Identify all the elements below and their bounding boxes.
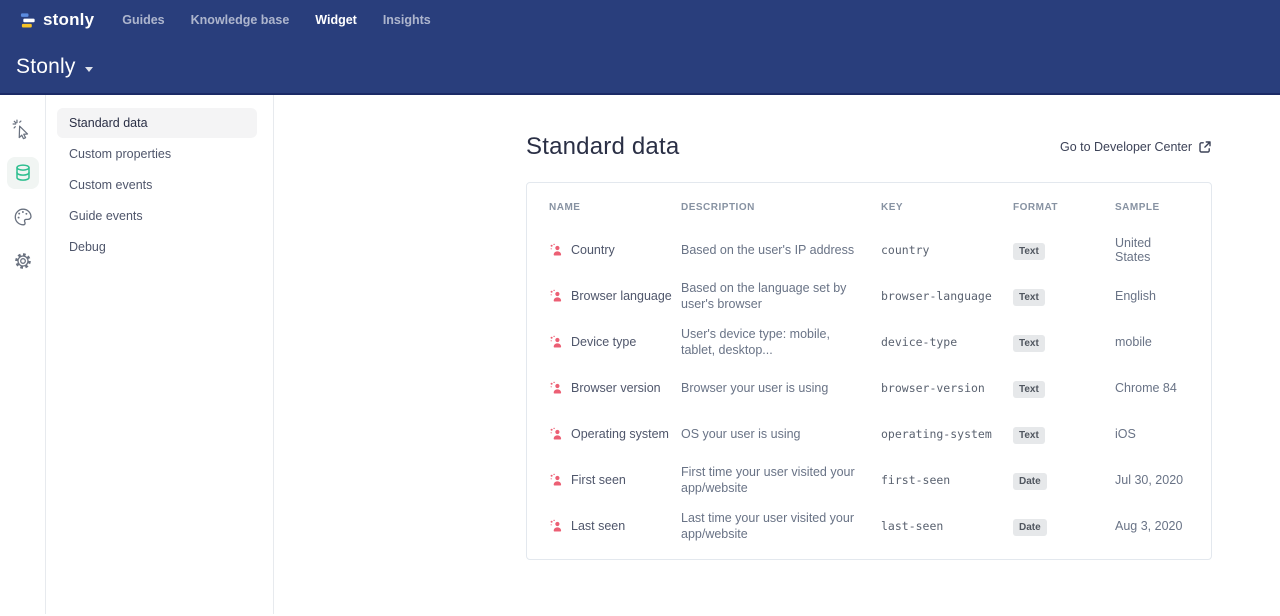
name-label: Last seen	[571, 519, 626, 533]
column-header-format: FORMAT	[1013, 201, 1059, 213]
sample-cell: Chrome 84	[1115, 381, 1177, 395]
description-cell: Browser your user is using	[681, 380, 829, 395]
name-cell: Last seen	[549, 519, 681, 533]
name-cell: Country	[549, 243, 681, 257]
table-row: First seen First time your user visited …	[527, 457, 1211, 503]
format-badge: Text	[1013, 426, 1045, 444]
sidebar-item-standard-data[interactable]: Standard data	[57, 108, 257, 138]
name-cell: First seen	[549, 473, 681, 487]
description-cell: OS your user is using	[681, 426, 801, 441]
table-header-row: NAME DESCRIPTION KEY FORMAT SAMPLE	[527, 187, 1211, 227]
format-badge: Date	[1013, 472, 1047, 490]
key-cell: last-seen	[881, 519, 944, 533]
topnav-item-widget[interactable]: Widget	[315, 13, 357, 27]
table-body: Country Based on the user's IP address c…	[527, 227, 1211, 549]
topnav-item-knowledge-base[interactable]: Knowledge base	[190, 13, 290, 27]
key-cell: browser-version	[881, 381, 985, 395]
top-navbar: stonly Guides Knowledge base Widget Insi…	[0, 0, 1280, 40]
format-badge: Date	[1013, 518, 1047, 536]
key-cell: device-type	[881, 335, 958, 349]
table-row: Operating system OS your user is using o…	[527, 411, 1211, 457]
stonly-logo-icon	[20, 12, 35, 27]
table-row: Browser version Browser your user is usi…	[527, 365, 1211, 411]
format-cell: Date	[1013, 471, 1115, 490]
person-icon	[550, 519, 562, 532]
workspace-header: Stonly	[0, 40, 1280, 95]
name-label: Browser language	[571, 289, 672, 303]
name-cell: Operating system	[549, 427, 681, 441]
workspace-selector[interactable]: Stonly	[16, 54, 76, 78]
format-badge: Text	[1013, 242, 1045, 260]
database-icon[interactable]	[6, 157, 39, 189]
format-cell: Text	[1013, 287, 1115, 306]
format-cell: Date	[1013, 517, 1115, 536]
sidebar-item-custom-events[interactable]: Custom events	[69, 178, 153, 192]
pointer-sparkle-icon[interactable]	[7, 113, 39, 145]
table-row: Country Based on the user's IP address c…	[527, 227, 1211, 273]
page-title: Standard data	[526, 133, 680, 160]
person-icon	[550, 243, 562, 256]
description-cell: User's device type: mobile, tablet, desk…	[681, 326, 830, 357]
palette-icon[interactable]	[7, 201, 39, 233]
person-icon	[550, 335, 562, 348]
name-label: Browser version	[571, 381, 661, 395]
column-header-name: NAME	[549, 201, 581, 213]
person-icon	[550, 473, 562, 486]
person-icon	[550, 289, 562, 302]
name-label: Country	[571, 243, 615, 257]
column-header-description: DESCRIPTION	[681, 201, 755, 213]
logo-text: stonly	[43, 10, 95, 29]
person-icon	[550, 427, 562, 440]
name-label: First seen	[571, 473, 626, 487]
name-label: Operating system	[571, 427, 669, 441]
format-cell: Text	[1013, 333, 1115, 352]
table-row: Device type User's device type: mobile, …	[527, 319, 1211, 365]
key-cell: browser-language	[881, 289, 992, 303]
format-cell: Text	[1013, 241, 1115, 260]
sidebar-item-guide-events[interactable]: Guide events	[69, 209, 143, 223]
sample-cell: iOS	[1115, 427, 1136, 441]
sample-cell: Aug 3, 2020	[1115, 519, 1183, 533]
key-cell: first-seen	[881, 473, 951, 487]
description-cell: Based on the user's IP address	[681, 242, 855, 257]
sidebar: Standard data Custom properties Custom e…	[46, 95, 274, 614]
chevron-down-icon	[84, 67, 93, 72]
developer-center-label: Go to Developer Center	[1059, 140, 1192, 154]
format-badge: Text	[1013, 380, 1045, 398]
sample-cell: Jul 30, 2020	[1115, 473, 1184, 487]
format-badge: Text	[1013, 334, 1045, 352]
key-cell: operating-system	[881, 427, 992, 441]
description-cell: Last time your user visited your app/web…	[681, 510, 854, 541]
table-row: Browser language Based on the language s…	[527, 273, 1211, 319]
icon-rail	[0, 95, 46, 614]
topnav-menu: Guides Knowledge base Widget Insights	[122, 13, 430, 27]
name-cell: Device type	[549, 335, 681, 349]
format-badge: Text	[1013, 288, 1045, 306]
developer-center-link[interactable]: Go to Developer Center	[1060, 140, 1212, 154]
key-cell: country	[881, 243, 930, 257]
table-row: Last seen Last time your user visited yo…	[527, 503, 1211, 549]
sample-cell: English	[1115, 289, 1156, 303]
column-header-key: KEY	[881, 201, 904, 213]
topnav-item-guides[interactable]: Guides	[122, 13, 165, 27]
external-link-icon	[1199, 141, 1211, 153]
sidebar-item-custom-properties[interactable]: Custom properties	[69, 147, 172, 161]
description-cell: Based on the language set by user's brow…	[681, 280, 847, 311]
column-header-sample: SAMPLE	[1115, 201, 1160, 213]
sample-cell: mobile	[1115, 335, 1152, 349]
format-cell: Text	[1013, 379, 1115, 398]
name-cell: Browser language	[549, 289, 681, 303]
description-cell: First time your user visited your app/we…	[681, 464, 855, 495]
topnav-item-insights[interactable]: Insights	[382, 13, 431, 27]
data-table-card: NAME DESCRIPTION KEY FORMAT SAMPLE Count…	[526, 182, 1212, 560]
sample-cell: United States	[1115, 236, 1152, 264]
gear-icon[interactable]	[7, 245, 39, 277]
name-label: Device type	[571, 335, 637, 349]
stonly-logo[interactable]: stonly	[20, 10, 94, 30]
name-cell: Browser version	[549, 381, 681, 395]
sidebar-item-debug[interactable]: Debug	[69, 240, 106, 254]
person-icon	[550, 381, 562, 394]
main-content: Standard data Go to Developer Center NAM…	[274, 95, 1280, 614]
format-cell: Text	[1013, 425, 1115, 444]
